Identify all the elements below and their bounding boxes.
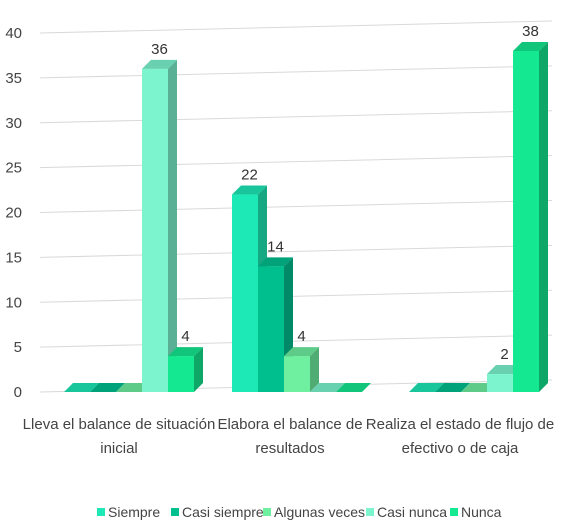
legend-swatch [263, 508, 271, 516]
bar [168, 347, 203, 392]
y-tick-label: 25 [5, 160, 22, 177]
legend: Siempre Casi siempre Algunas veces Casi nun… [97, 504, 502, 520]
y-tick-label: 40 [5, 25, 22, 42]
legend-item: Casi siempre [171, 504, 264, 520]
y-axis-ticks: 0 5 10 15 20 25 30 35 40 [5, 25, 22, 401]
gridline [39, 244, 553, 258]
data-label: 14 [267, 238, 284, 255]
gridline [39, 334, 553, 348]
bar [142, 59, 177, 393]
bar [435, 383, 470, 392]
data-label: 22 [241, 167, 258, 184]
legend-label: Casi siempre [182, 504, 264, 520]
bars [64, 41, 548, 393]
data-label: 36 [151, 41, 168, 58]
legend-swatch [366, 508, 374, 516]
bar [284, 347, 319, 392]
legend-swatch [171, 508, 179, 516]
legend-label: Algunas veces [274, 504, 365, 520]
data-label: 4 [181, 328, 189, 345]
data-label: 2 [500, 346, 508, 363]
legend-swatch [450, 508, 458, 516]
y-tick-label: 0 [14, 384, 22, 401]
legend-label: Siempre [108, 504, 160, 520]
y-tick-label: 20 [5, 205, 22, 222]
legend-swatch [97, 508, 105, 516]
gridline [39, 110, 553, 124]
bar [409, 383, 444, 392]
gridline [39, 289, 553, 303]
legend-label: Nunca [461, 504, 502, 520]
gridline [39, 65, 553, 79]
legend-label: Casi nunca [377, 504, 447, 520]
bar [232, 185, 267, 392]
y-tick-label: 5 [14, 339, 22, 356]
data-labels: 36 4 22 14 4 2 38 [151, 23, 539, 363]
category-label: Elabora el balance de resultados [217, 416, 362, 457]
y-tick-label: 15 [5, 249, 22, 266]
bar [90, 383, 125, 392]
gridline [39, 155, 553, 169]
legend-item: Nunca [450, 504, 502, 520]
data-label: 4 [297, 328, 305, 345]
legend-item: Siempre [97, 504, 160, 520]
category-label: Realiza el estado de flujo de efectivo o … [366, 416, 554, 457]
category-labels: Lleva el balance de situación inicialElab… [23, 416, 555, 457]
bar [336, 383, 371, 392]
gridlines [39, 20, 553, 393]
data-label: 38 [522, 23, 539, 40]
bar [310, 383, 345, 392]
bar [64, 383, 99, 392]
y-tick-label: 30 [5, 115, 22, 132]
legend-item: Casi nunca [366, 504, 447, 520]
gridline [39, 200, 553, 213]
y-tick-label: 10 [5, 294, 22, 311]
bar [513, 41, 548, 392]
y-tick-label: 35 [5, 70, 22, 87]
gridline [39, 20, 553, 34]
category-label: Lleva el balance de situación inicial [23, 416, 216, 457]
legend-item: Algunas veces [263, 504, 365, 520]
